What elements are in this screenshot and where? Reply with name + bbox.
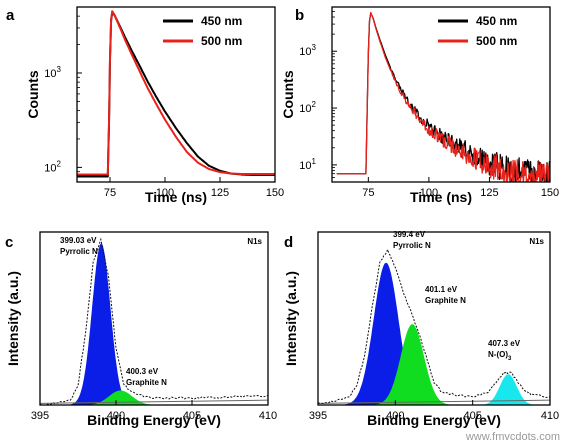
y-tick-label: 103 bbox=[299, 43, 316, 58]
y-tick-label: 102 bbox=[44, 159, 61, 174]
axes-frame bbox=[331, 6, 551, 183]
x-axis-title: Time (ns) bbox=[145, 189, 207, 205]
series-line-500-nm bbox=[77, 10, 275, 176]
peak-label-energy: 399.4 eV bbox=[393, 230, 426, 239]
peak-label-name: N-(O)3 bbox=[488, 350, 512, 362]
envelope-curve bbox=[318, 248, 550, 405]
panel-d: 399.4 eV Pyrrolic N 401.1 eV Graphite N 407.… bbox=[283, 230, 559, 428]
panel-letter: a bbox=[6, 7, 15, 24]
peak-label-energy: 401.1 eV bbox=[425, 285, 458, 294]
x-tick-label: 405 bbox=[183, 410, 201, 422]
x-tick-label: 405 bbox=[463, 410, 481, 422]
baseline bbox=[318, 399, 550, 404]
watermark: www.fmvcdots.com bbox=[465, 431, 560, 443]
peak-label-energy: 399.03 eV bbox=[60, 236, 97, 245]
peak-area bbox=[40, 243, 268, 405]
x-tick-label: 395 bbox=[31, 410, 49, 422]
x-tick-label: 100 bbox=[156, 187, 174, 199]
x-tick-label: 150 bbox=[541, 187, 559, 199]
y-axis-title: Counts bbox=[25, 70, 41, 118]
plot-area-c bbox=[40, 237, 268, 405]
plot-area-a bbox=[77, 10, 275, 178]
x-tick-label: 395 bbox=[309, 410, 327, 422]
panel-letter: d bbox=[284, 234, 293, 251]
axes-frame bbox=[317, 231, 551, 406]
x-tick-label: 400 bbox=[386, 410, 404, 422]
x-tick-label: 410 bbox=[259, 410, 277, 422]
legend-label: 500 nm bbox=[201, 34, 242, 48]
x-tick-label: 75 bbox=[104, 187, 116, 199]
x-axis-title: Time (ns) bbox=[410, 189, 472, 205]
y-axis-title: Counts bbox=[280, 70, 296, 118]
spectrum-label: N1s bbox=[247, 237, 262, 246]
panel-a: 450 nm 500 nm 75 100 125 150 102 103 Time (ns) Co… bbox=[6, 6, 284, 205]
peak-label-name: Graphite N bbox=[126, 378, 167, 387]
y-tick-label: 101 bbox=[299, 157, 316, 172]
axes-frame bbox=[76, 6, 276, 183]
x-tick-label: 125 bbox=[480, 187, 498, 199]
x-axis-title: Binding Energy (eV) bbox=[87, 412, 221, 428]
x-tick-label: 150 bbox=[266, 187, 284, 199]
peak-label-energy: 400.3 eV bbox=[126, 367, 159, 376]
y-tick-label: 103 bbox=[44, 65, 61, 80]
panel-letter: c bbox=[5, 234, 13, 251]
envelope-curve bbox=[40, 237, 268, 405]
y-axis-title: Intensity (a.u.) bbox=[283, 271, 299, 366]
peak-area bbox=[318, 262, 550, 405]
x-tick-label: 100 bbox=[420, 187, 438, 199]
legend-label: 450 nm bbox=[476, 14, 517, 28]
peak-label-energy: 407.3 eV bbox=[488, 339, 521, 348]
peak-area bbox=[318, 374, 550, 405]
y-axis-title: Intensity (a.u.) bbox=[5, 271, 21, 366]
baseline bbox=[40, 399, 268, 404]
peak-label-name: Pyrrolic N bbox=[60, 247, 98, 256]
peak-label-name: Graphite N bbox=[425, 296, 466, 305]
x-tick-label: 400 bbox=[107, 410, 125, 422]
peak-label-name: Pyrrolic N bbox=[393, 241, 431, 250]
x-tick-label: 125 bbox=[211, 187, 229, 199]
x-axis-title: Binding Energy (eV) bbox=[367, 412, 501, 428]
panel-b: 450 nm 500 nm 75 100 125 150 101 102 103 Time (ns… bbox=[280, 6, 559, 205]
legend-label: 450 nm bbox=[201, 14, 242, 28]
spectrum-label: N1s bbox=[529, 237, 544, 246]
panel-letter: b bbox=[295, 7, 304, 24]
series-line-500-nm bbox=[336, 11, 550, 182]
y-tick-label: 102 bbox=[299, 100, 316, 115]
series-line-450-nm bbox=[77, 11, 275, 178]
plot-area-b bbox=[336, 11, 550, 182]
axes-frame bbox=[39, 231, 269, 406]
x-tick-label: 410 bbox=[541, 410, 559, 422]
plot-area-d bbox=[318, 248, 550, 405]
panel-c: 399.03 eV Pyrrolic N 400.3 eV Graphite N N1s… bbox=[5, 231, 277, 428]
legend-label: 500 nm bbox=[476, 34, 517, 48]
x-tick-label: 75 bbox=[362, 187, 374, 199]
